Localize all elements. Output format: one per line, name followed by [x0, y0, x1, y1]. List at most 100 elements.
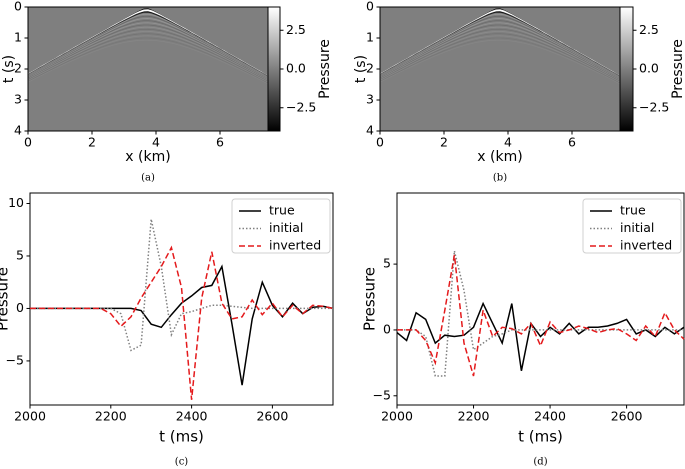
y-tick-label: 5 [383, 256, 391, 271]
y-tick-label: 0 [383, 321, 391, 336]
x-tick-label: 2000 [381, 409, 413, 424]
y-tick-label: 0 [16, 300, 24, 315]
wavefront [28, 22, 268, 79]
wavefront [28, 33, 268, 82]
x-axis-label: x (km) [477, 149, 522, 165]
colorbar-tick-label: 2.5 [639, 22, 659, 37]
x-axis-label: t (ms) [159, 428, 204, 446]
series-line [397, 250, 684, 377]
y-tick-label: 2 [366, 61, 374, 76]
colorbar [267, 6, 281, 132]
wavefront [380, 28, 620, 81]
caption: (d) [533, 457, 547, 468]
series-line [30, 264, 334, 386]
y-tick-label: 0 [14, 0, 22, 14]
wavefront [28, 35, 268, 83]
legend-box [582, 198, 682, 254]
caption: (b) [493, 173, 507, 184]
y-tick-label: 1 [366, 30, 374, 45]
legend-label: true [269, 203, 295, 218]
series-line [397, 254, 685, 377]
colorbar-tick-label: −2.5 [286, 99, 316, 114]
x-tick-label: 2600 [256, 409, 288, 424]
colorbar-label: Pressure [317, 39, 333, 99]
y-axis-label: Pressure [0, 267, 12, 331]
x-tick-label: 4 [504, 135, 512, 150]
legend-label: initial [269, 220, 303, 235]
x-tick-label: 2000 [14, 409, 46, 424]
legend-label: initial [620, 220, 654, 235]
x-axis-label: t (ms) [518, 428, 563, 446]
x-tick-label: 2400 [534, 409, 566, 424]
x-tick-label: 4 [152, 135, 160, 150]
y-tick-label: 1 [14, 30, 22, 45]
x-axis-label: x (km) [125, 149, 170, 165]
wavefront [380, 33, 620, 82]
plot-frame [29, 192, 334, 406]
y-tick-label: −5 [373, 387, 391, 402]
wavefront [380, 37, 620, 84]
series-line [396, 301, 685, 371]
caption: (c) [175, 457, 189, 468]
wavefront [380, 18, 620, 78]
series-line [30, 245, 334, 400]
x-tick-label: 2600 [611, 409, 643, 424]
wavefront [380, 35, 620, 83]
y-tick-label: 0 [366, 0, 374, 14]
wavefront [28, 37, 268, 84]
colorbar [619, 6, 634, 132]
seismic-texture [380, 8, 620, 85]
y-tick-label: 3 [366, 92, 374, 107]
y-tick-label: 2 [14, 61, 22, 76]
caption: (a) [141, 173, 155, 184]
y-tick-label: 4 [366, 123, 374, 138]
image-background [28, 7, 268, 131]
image-background [380, 7, 620, 131]
y-tick-label: −5 [6, 352, 24, 367]
wavefront [380, 20, 620, 78]
wavefront [28, 26, 268, 80]
legend-label: true [620, 203, 646, 218]
x-tick-label: 0 [376, 135, 384, 150]
wavefront [28, 28, 268, 81]
x-tick-label: 6 [216, 135, 224, 150]
x-tick-label: 2200 [458, 409, 490, 424]
y-tick-label: 4 [14, 123, 22, 138]
wavefront [28, 39, 268, 85]
colorbar-tick-label: 0.0 [286, 61, 306, 76]
colorbar-tick-label: 0.0 [639, 61, 659, 76]
y-axis-label: t (s) [353, 55, 369, 83]
wavefront [380, 31, 620, 81]
colorbar-label: Pressure [670, 39, 685, 99]
wavefront [28, 18, 268, 78]
plot-frame [396, 192, 685, 406]
wavefront [380, 15, 620, 78]
seismic-texture [28, 8, 268, 85]
wavefront [28, 31, 268, 81]
x-tick-label: 2 [88, 135, 96, 150]
y-tick-label: 3 [14, 92, 22, 107]
legend-label: inverted [620, 238, 672, 253]
x-tick-label: 0 [24, 135, 32, 150]
y-axis-label: Pressure [361, 267, 379, 331]
wavefront [380, 26, 620, 80]
wavefront [28, 24, 268, 79]
y-axis-label: t (s) [1, 55, 17, 83]
x-tick-label: 2 [440, 135, 448, 150]
panel: true initial inverted 2000 2200 2400 2600 −5 0 5 1… [0, 192, 334, 468]
x-tick-label: 2400 [176, 409, 208, 424]
colorbar-tick-label: 2.5 [286, 22, 306, 37]
colorbar-tick-label: −2.5 [639, 99, 669, 114]
legend-label: inverted [269, 238, 321, 253]
legend-box [231, 198, 331, 254]
y-tick-label: 10 [8, 195, 24, 210]
x-tick-label: 6 [568, 135, 576, 150]
wavefront [380, 24, 620, 79]
panel: true initial inverted 2000 2200 2400 2600 −5 0 5 t… [361, 192, 685, 468]
x-tick-label: 2200 [95, 409, 127, 424]
y-tick-label: 5 [16, 247, 24, 262]
